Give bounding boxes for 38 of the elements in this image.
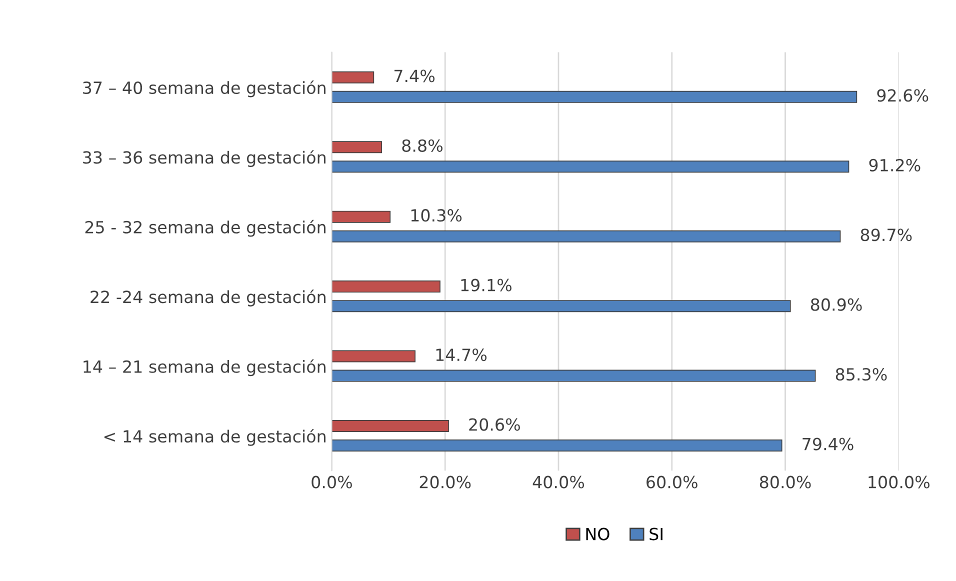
bar	[332, 440, 782, 452]
data-label: 91.2%	[869, 158, 920, 172]
data-label: 79.4%	[802, 438, 854, 450]
x-tick-label: 80.0%	[760, 476, 811, 488]
data-label: 89.7%	[860, 228, 912, 242]
bar	[332, 350, 416, 362]
x-tick-label: 100.0%	[868, 476, 930, 488]
x-tick-label: 60.0%	[646, 476, 698, 488]
data-label: 8.8%	[402, 139, 442, 152]
y-tick-label: 22 -24 semana de gestación	[90, 290, 326, 306]
data-label: 80.9%	[810, 298, 862, 311]
bar	[332, 210, 391, 223]
bar	[332, 280, 440, 293]
y-tick-label: 33 – 36 semana de gestación	[83, 150, 326, 167]
x-tick-label: 20.0%	[420, 476, 471, 488]
data-label: 10.3%	[411, 209, 462, 222]
bar	[332, 230, 841, 242]
y-tick-label: 25 - 32 semana de gestación	[85, 220, 326, 237]
legend-label: SI	[650, 528, 662, 540]
legend-label: NO	[586, 528, 610, 540]
bar	[332, 300, 791, 312]
bar	[332, 90, 858, 103]
data-label: 7.4%	[394, 70, 435, 82]
data-label: 92.6%	[877, 89, 928, 102]
bar	[332, 141, 382, 154]
bar	[332, 71, 374, 84]
y-tick-label: 37 – 40 semana de gestación	[83, 80, 326, 98]
data-label: 85.3%	[836, 368, 887, 381]
bar	[332, 160, 850, 173]
bar	[332, 370, 816, 382]
y-tick-label: 14 – 21 semana de gestación	[84, 359, 326, 376]
y-tick-label: < 14 semana de gestación	[104, 429, 326, 446]
data-label: 14.7%	[436, 348, 487, 362]
data-label: 19.1%	[461, 278, 512, 292]
x-tick-label: 0.0%	[312, 476, 352, 488]
bar	[332, 420, 449, 432]
data-label: 20.6%	[469, 418, 520, 431]
x-tick-label: 40.0%	[532, 476, 584, 488]
